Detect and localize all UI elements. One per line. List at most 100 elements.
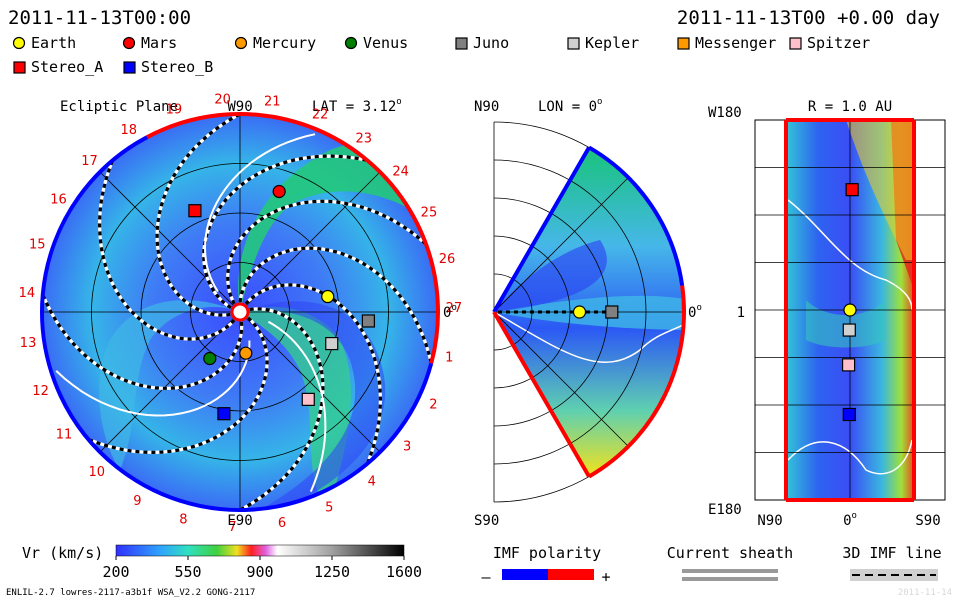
sector-label: 12 xyxy=(32,384,49,399)
legend-marker xyxy=(13,61,26,74)
imf-spiral-line xyxy=(87,316,269,455)
imf-spiral-line xyxy=(244,283,383,465)
sector-label: 5 xyxy=(325,500,333,515)
sector-label: 20 xyxy=(214,93,231,108)
body-earth xyxy=(843,303,857,317)
body-earth xyxy=(572,305,587,319)
meridional-right-unit: o xyxy=(696,303,701,313)
legend-item-kepler: Kepler xyxy=(567,34,639,52)
body-spitzer xyxy=(841,358,856,372)
legend-marker xyxy=(455,37,468,50)
imf-spiral-line-dash xyxy=(239,307,325,512)
ecliptic-panel: Ecliptic Plane W90 LAT = 3.12o 123456789… xyxy=(19,93,463,535)
legend-item-spitzer: Spitzer xyxy=(789,34,870,52)
legend-item-stereo-a: Stereo_A xyxy=(13,58,103,76)
meridional-rim-positive xyxy=(587,285,686,479)
sector-label: 22 xyxy=(312,108,329,123)
legend-item-mercury: Mercury xyxy=(234,34,316,52)
legend-item-stereo-b: Stereo_B xyxy=(123,58,213,76)
imf-polarity-title: IMF polarity xyxy=(493,544,601,562)
sector-label: 2 xyxy=(429,398,437,413)
ecliptic-green-band-3 xyxy=(99,300,240,470)
sphere-bottom-label: E180 xyxy=(708,502,742,518)
meridional-field-clip xyxy=(494,240,684,363)
imf-spiral-line xyxy=(97,159,236,341)
legend-marker xyxy=(123,61,136,74)
sector-label: 4 xyxy=(368,475,376,490)
legend-label: Stereo_B xyxy=(141,58,213,76)
imf-spiral-line xyxy=(226,199,428,305)
sector-label: 13 xyxy=(20,336,37,351)
legend-label: Earth xyxy=(31,34,76,52)
ecliptic-blue-spiral xyxy=(240,301,386,510)
colorbar-tick-label: 550 xyxy=(174,563,201,581)
ecliptic-title: Ecliptic Plane xyxy=(60,99,178,115)
meridional-lon-value: LON = 0 xyxy=(538,99,597,115)
sphere-sheath-contour-2 xyxy=(787,439,913,475)
imf-spiral-line-dash xyxy=(226,199,428,305)
legend-item-earth: Earth xyxy=(12,34,76,52)
body-earth xyxy=(321,289,335,304)
imf-line-title: 3D IMF line xyxy=(842,544,941,562)
imf-positive-bar xyxy=(548,569,594,580)
ecliptic-lat-label: LAT = 3.12o xyxy=(312,97,402,115)
ecliptic-right-value: 0 xyxy=(443,305,451,321)
sector-label: 11 xyxy=(56,428,73,443)
sector-label: 3 xyxy=(403,440,411,455)
legend-marker xyxy=(567,37,580,50)
sector-label: 16 xyxy=(50,193,67,208)
legend-label: Juno xyxy=(473,34,509,52)
sphere-x-label-zero: 0o xyxy=(843,511,857,529)
imf-spiral-line-dash xyxy=(244,283,383,465)
sector-label: 23 xyxy=(355,131,372,146)
sphere-yellow-region xyxy=(846,120,914,260)
sector-label: 14 xyxy=(19,286,36,301)
meridional-polarity-rim xyxy=(492,145,686,479)
sphere-panel: R = 1.0 AU W180 1 E180 N90 0o S90 xyxy=(708,99,946,529)
imf-spiral-line-dash xyxy=(202,154,368,310)
imf-spiral-line xyxy=(238,246,433,364)
meridional-bottom-label: S90 xyxy=(474,513,499,529)
ecliptic-right-unit: o xyxy=(451,303,456,313)
meridional-lon-label: LON = 0o xyxy=(538,97,602,115)
legend-label: Venus xyxy=(363,34,408,52)
imf-spiral-line xyxy=(239,307,325,512)
sector-label: 27 xyxy=(446,301,463,316)
body-stereo-b xyxy=(842,407,856,422)
ecliptic-green-band xyxy=(238,142,438,312)
legend-label: Spitzer xyxy=(807,34,870,52)
sphere-x-zero-value: 0 xyxy=(843,513,851,529)
meridional-rim-north xyxy=(492,146,591,313)
legend-marker xyxy=(677,37,690,50)
meridional-grid-spoke xyxy=(494,177,629,313)
sector-label: 8 xyxy=(179,512,187,527)
body-kepler xyxy=(842,323,856,337)
sector-label: 26 xyxy=(439,252,456,267)
sphere-mid-label: 1 xyxy=(737,305,745,321)
legend: Earth Mars Mercury Venus Juno Kepler Messenger… xyxy=(12,34,870,76)
ecliptic-bodies xyxy=(188,184,375,421)
current-sheath-contour xyxy=(55,340,251,417)
meridional-right-value: 0 xyxy=(688,305,696,321)
colorbar-ticks: 200 550 900 1250 1600 xyxy=(102,556,422,581)
ecliptic-right-label: 0o xyxy=(443,303,457,321)
imf-spiral-line xyxy=(41,294,244,390)
sphere-x-label-north: N90 xyxy=(757,513,782,529)
sector-label: 10 xyxy=(89,465,106,480)
sector-label: 24 xyxy=(392,165,409,180)
meridional-slow-region xyxy=(494,240,607,312)
legend-label: Mars xyxy=(141,34,177,52)
sector-label: 17 xyxy=(81,154,98,169)
body-juno xyxy=(605,305,619,319)
colorbar-gradient xyxy=(115,544,405,557)
colorbar-tick-label: 200 xyxy=(102,563,129,581)
imf-spiral-line-dash xyxy=(238,246,433,364)
imf-spiral-line-dash xyxy=(41,294,244,390)
meridional-bodies xyxy=(572,305,619,319)
colorbar-tick-label: 900 xyxy=(246,563,273,581)
sector-label: 9 xyxy=(133,494,141,509)
body-spitzer xyxy=(301,392,315,406)
polarity-rim-arc xyxy=(146,112,440,364)
